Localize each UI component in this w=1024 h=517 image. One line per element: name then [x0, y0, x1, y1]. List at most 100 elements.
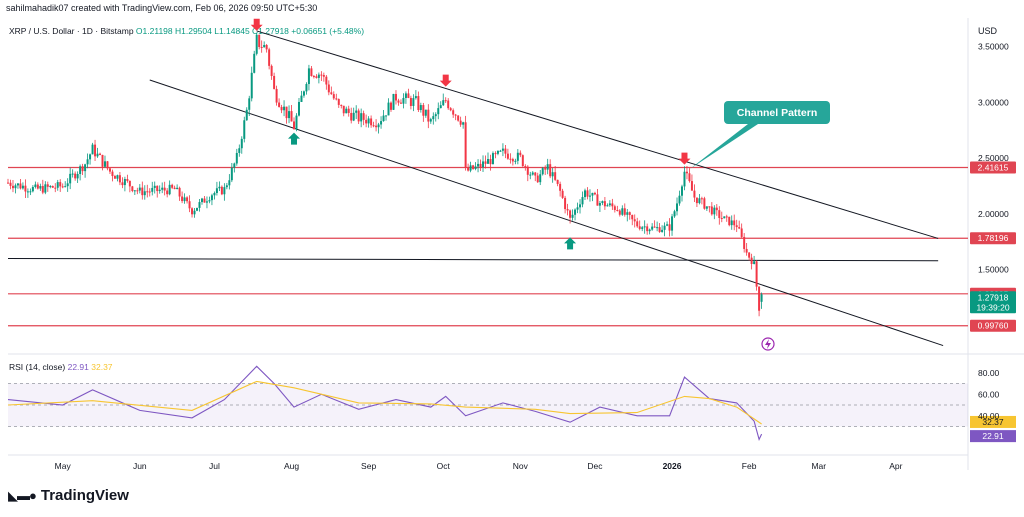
time-tick-label: Jun [133, 461, 147, 471]
candle-body [183, 197, 186, 202]
candle-body [156, 185, 159, 192]
candle-body [250, 72, 253, 99]
candle-body [21, 185, 24, 189]
signal-markers [250, 18, 775, 351]
candle-body [44, 184, 47, 193]
last-price-tag [970, 291, 1016, 314]
candle-body [459, 120, 462, 125]
candle-body [136, 190, 139, 192]
rsi-ma-value-tag [970, 415, 1016, 428]
candle-body [355, 110, 358, 113]
symbol-info: XRP / U.S. Dollar · 1D · Bitstamp O1.211… [9, 26, 364, 36]
candle-body [205, 201, 208, 203]
candle-body [59, 182, 62, 187]
candle-body [601, 201, 604, 204]
level-price-label: 2.41615 [978, 162, 1009, 172]
candle-body [210, 195, 213, 201]
candle-body [121, 182, 124, 186]
candle-body [99, 153, 102, 155]
candle-body [526, 166, 529, 175]
candle-body [574, 209, 577, 215]
candle-body [173, 187, 176, 190]
candle-body [260, 46, 263, 48]
candle-body [103, 161, 106, 167]
candle-body [404, 93, 407, 98]
candles [7, 32, 763, 317]
candle-body [223, 187, 226, 195]
price-tick-label: 1.50000 [978, 265, 1009, 275]
rsi-title[interactable]: RSI (14, close) [9, 362, 66, 372]
candle-body [484, 161, 487, 164]
bar-countdown-label: 19:39:20 [976, 302, 1009, 312]
candle-body [188, 201, 191, 209]
candle-body [327, 84, 330, 93]
candle-body [248, 98, 251, 110]
callout-pointer-triangle [689, 124, 758, 170]
candle-body [583, 190, 586, 198]
candle-body [616, 210, 619, 212]
candle-body [377, 124, 380, 128]
candle-body [312, 76, 315, 78]
up-arrow-icon [564, 237, 577, 250]
candle-body [302, 91, 305, 96]
price-tick-label: 2.50000 [978, 153, 1009, 163]
candle-body [715, 207, 718, 211]
candle-body [34, 184, 37, 187]
candle-body [641, 227, 644, 229]
candle-body [439, 105, 442, 109]
candle-body [263, 45, 266, 48]
candle-body [245, 109, 248, 121]
candle-body [399, 102, 402, 104]
symbol-name[interactable]: XRP / U.S. Dollar · 1D · Bitstamp [9, 26, 134, 36]
candle-body [738, 227, 741, 229]
candle-body [181, 196, 184, 202]
candle-body [133, 190, 136, 192]
rsi-value: 22.91 [67, 362, 89, 372]
candle-body [700, 198, 703, 200]
candle-body [215, 188, 218, 193]
candle-body [750, 257, 753, 264]
time-tick-label: May [55, 461, 72, 471]
candle-body [611, 203, 614, 207]
lightning-icon [761, 337, 775, 351]
rsi-tick-label: 40.00 [978, 411, 1000, 421]
level-price-tag [970, 161, 1016, 174]
candle-body [690, 181, 693, 191]
candle-body [608, 203, 611, 206]
time-tick-label: Sep [361, 461, 376, 471]
candle-body [295, 115, 298, 130]
candle-body [146, 191, 149, 193]
candle-body [111, 171, 114, 177]
candle-body [375, 125, 378, 128]
time-tick-label: Oct [437, 461, 451, 471]
time-tick-label: Dec [587, 461, 603, 471]
candle-body [200, 198, 203, 203]
candle-body [365, 119, 368, 124]
candle-body [385, 115, 388, 117]
candle-body [467, 167, 470, 171]
candle-body [748, 252, 751, 258]
candle-body [387, 102, 390, 116]
candle-body [653, 226, 656, 228]
candle-body [29, 191, 32, 193]
candle-body [380, 121, 383, 125]
candle-body [131, 186, 134, 191]
candle-body [586, 190, 589, 197]
candle-body [352, 112, 355, 121]
candle-body [9, 182, 12, 186]
candle-body [598, 203, 601, 206]
candle-body [14, 185, 17, 189]
candle-body [671, 216, 674, 231]
candle-body [554, 172, 557, 180]
candle-body [230, 167, 233, 181]
candle-body [728, 216, 731, 226]
candle-body [360, 113, 363, 122]
candle-body [268, 49, 271, 66]
candle-body [11, 185, 14, 189]
candle-body [305, 84, 308, 92]
candle-body [638, 226, 641, 229]
candle-body [335, 98, 338, 100]
candle-body [24, 185, 27, 192]
